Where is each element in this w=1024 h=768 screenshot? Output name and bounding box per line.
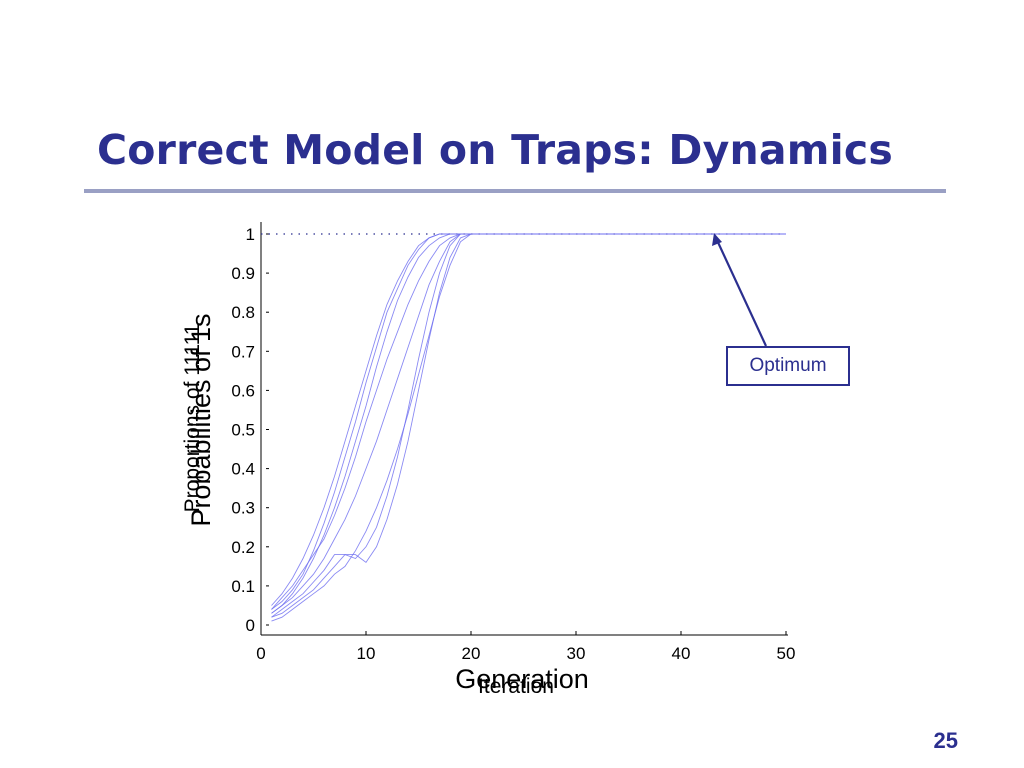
optimum-arrow	[715, 237, 767, 347]
y-tick-label: 0.5	[231, 421, 255, 440]
slide-number: 25	[933, 728, 958, 753]
title-rule	[84, 189, 946, 193]
y-tick-label: 0.7	[231, 342, 255, 361]
chart-axes	[260, 222, 788, 636]
slide-title: Correct Model on Traps: Dynamics	[97, 126, 894, 174]
series-line-4	[271, 233, 786, 610]
x-tick-label: 50	[777, 644, 796, 663]
y-tick-label: 1	[246, 225, 255, 244]
x-tick-label: 0	[256, 644, 265, 663]
y-tick-label: 0.9	[231, 264, 255, 283]
x-tick-label: 20	[462, 644, 481, 663]
series-line-6	[271, 233, 786, 618]
series-line-8	[271, 233, 786, 622]
y-tick-label: 0.1	[231, 577, 255, 596]
optimum-annotation: Optimum	[726, 346, 850, 386]
series-line-1	[271, 233, 786, 606]
x-tick-label: 10	[357, 644, 376, 663]
series-line-3	[271, 233, 786, 614]
y-axis-title-overlay: Proportions of 11111	[181, 324, 204, 513]
series-line-5	[271, 233, 786, 614]
y-tick-label: 0.4	[231, 460, 255, 479]
x-tick-labels: 0 10 20 30 40 50	[256, 644, 795, 663]
y-tick-label: 0.6	[231, 381, 255, 400]
chart-series	[271, 233, 786, 622]
x-axis-title-overlay: Iteration	[478, 675, 554, 698]
series-line-2	[271, 233, 786, 610]
y-tick-label: 0.2	[231, 538, 255, 557]
optimum-arrowhead	[712, 233, 722, 246]
y-axis-title-primary: Probabilities of 1s	[186, 313, 216, 526]
y-tick-label: 0	[246, 616, 255, 635]
y-tick-label: 0.8	[231, 303, 255, 322]
x-tick-label: 30	[567, 644, 586, 663]
series-line-7	[271, 233, 786, 618]
y-tick-label: 0.3	[231, 499, 255, 518]
x-tick-label: 40	[672, 644, 691, 663]
y-tick-labels: 0 0.1 0.2 0.3 0.4 0.5 0.6 0.7 0.8 0.9 1	[231, 225, 255, 635]
x-axis-title-primary: Generation	[455, 664, 589, 694]
